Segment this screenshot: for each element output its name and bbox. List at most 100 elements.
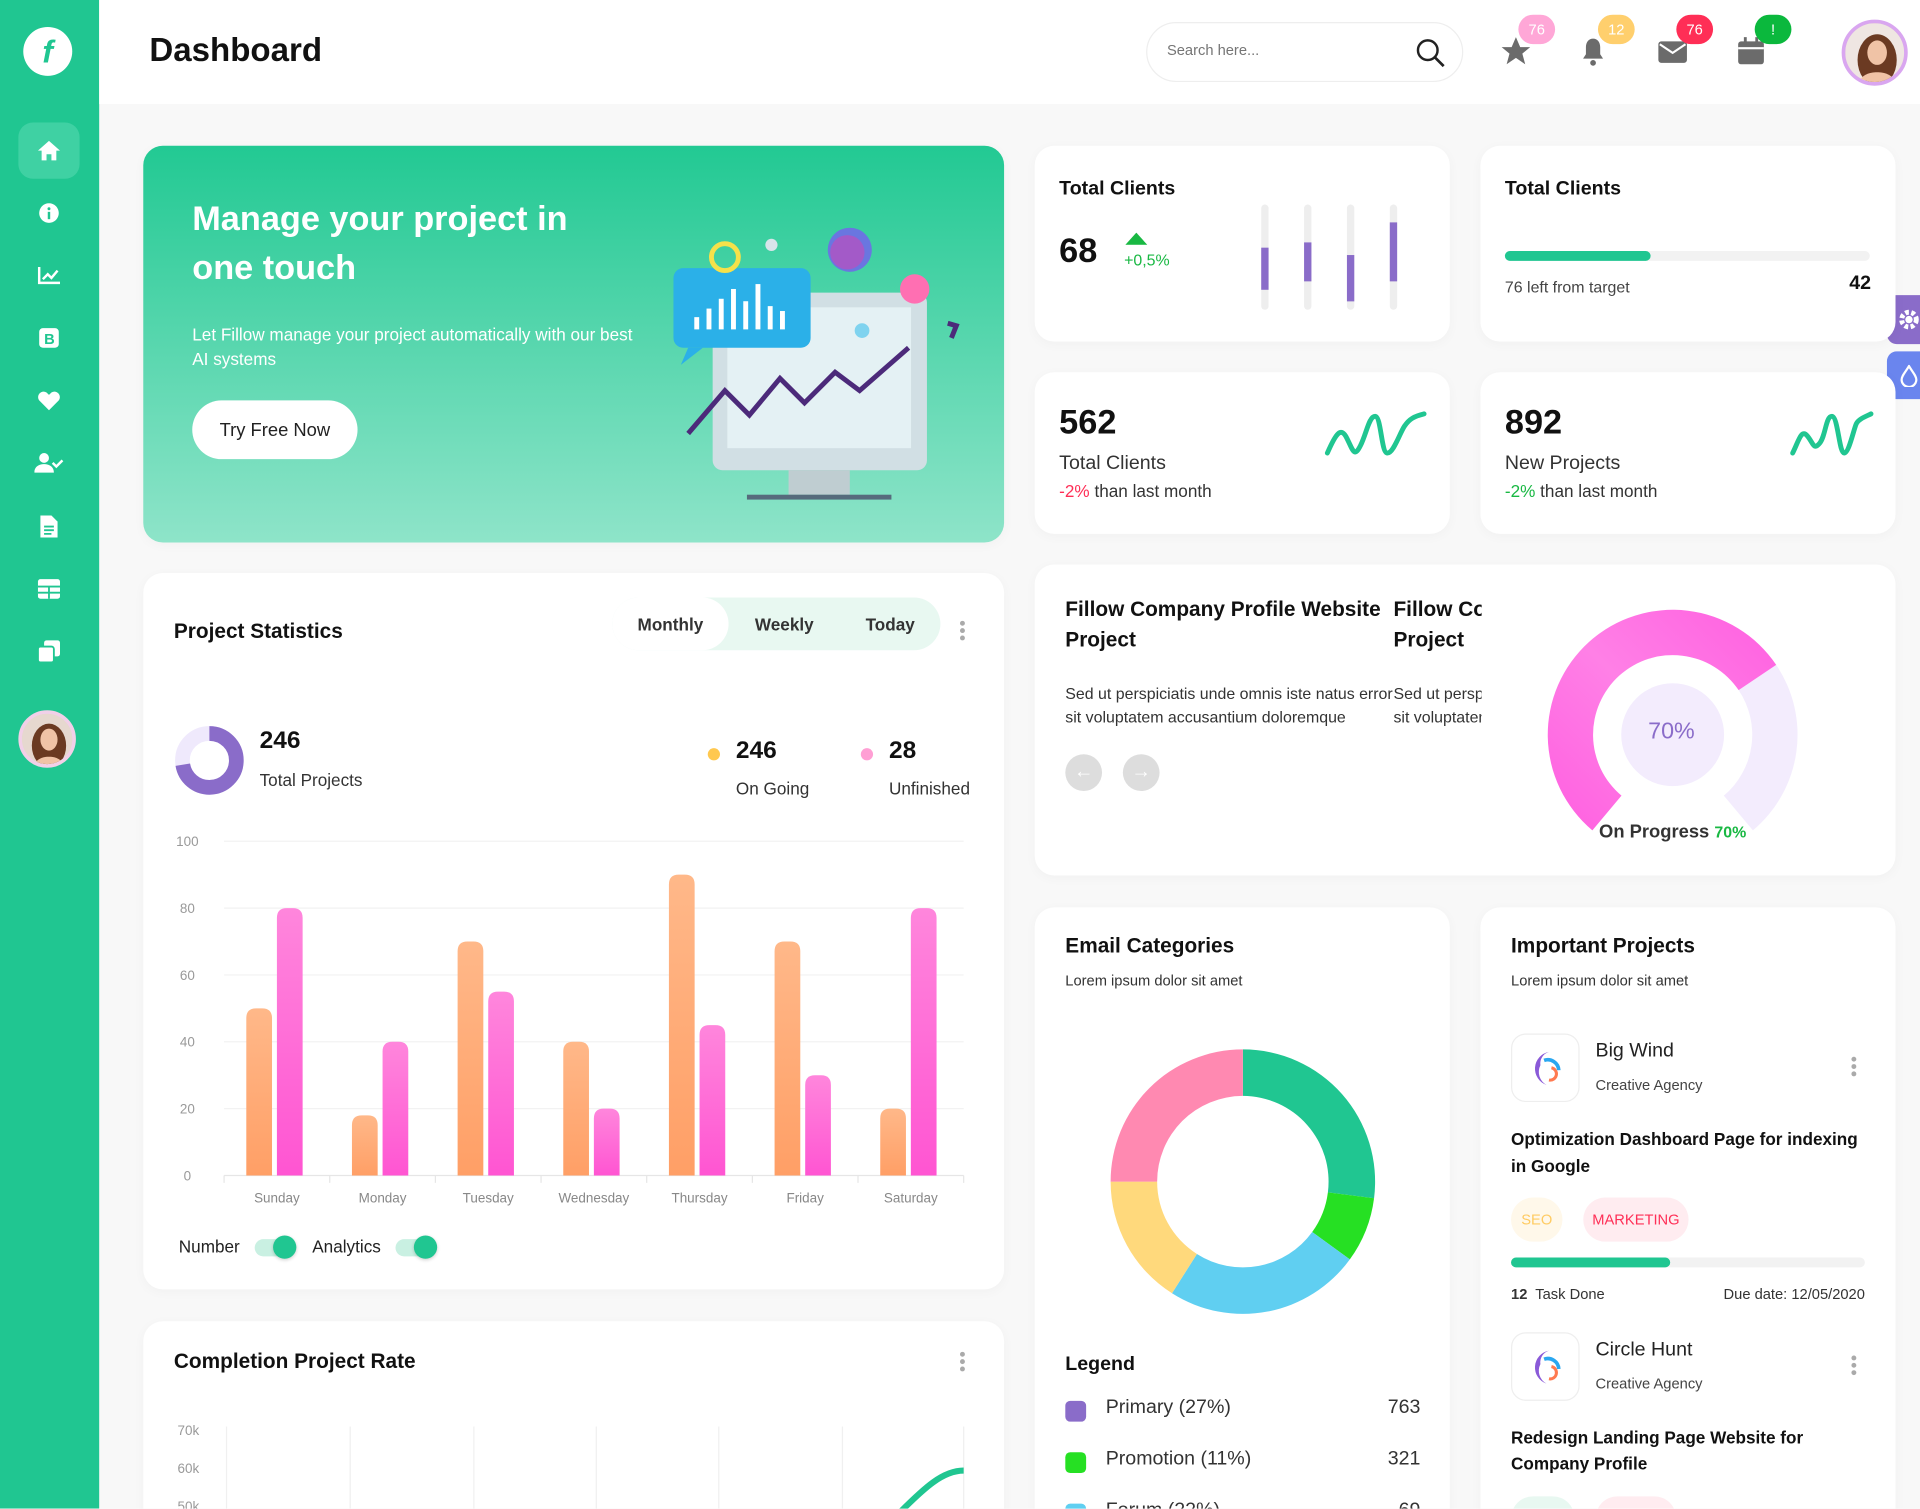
sidebar-item-pages[interactable] <box>18 623 79 679</box>
progress-label-line: On Progress 70% <box>1550 822 1795 843</box>
bar-on-going[interactable] <box>563 1041 589 1176</box>
info-icon <box>39 203 59 223</box>
bar-unfinished[interactable] <box>699 1025 726 1176</box>
donut-segment[interactable] <box>1242 1049 1376 1199</box>
sidebar-item-document[interactable] <box>18 498 79 554</box>
gauge-fill <box>1547 609 1777 831</box>
y-tick: 50k <box>177 1500 200 1509</box>
task-done-label: Task Done <box>1535 1285 1605 1303</box>
analytics-toggle[interactable] <box>395 1235 438 1259</box>
bell-icon[interactable] <box>1576 34 1610 68</box>
donut-segment[interactable] <box>1110 1049 1243 1182</box>
sparkline-icon <box>1790 411 1874 456</box>
try-free-button[interactable]: Try Free Now <box>192 400 358 460</box>
bar-unfinished[interactable] <box>382 1041 409 1176</box>
more-options-icon[interactable] <box>1850 1054 1857 1078</box>
more-options-icon[interactable] <box>959 1349 966 1373</box>
page-title: Dashboard <box>149 31 323 69</box>
clients-value: 68 <box>1059 231 1098 270</box>
stat-label: New Projects <box>1504 453 1621 474</box>
tag-marketing[interactable]: MARKETING <box>1583 1197 1689 1242</box>
notifications-badge: 12 <box>1597 14 1635 45</box>
due-date: Due date: 12/05/2020 <box>1723 1285 1865 1303</box>
donut-segment[interactable] <box>1312 1192 1375 1260</box>
favorites-badge: 76 <box>1518 14 1556 45</box>
legend-label: Primary (27%) <box>1105 1397 1231 1418</box>
sidebar-item-table[interactable] <box>18 561 79 617</box>
slide-title: Fillow Company Profile Website Project <box>1393 597 1481 652</box>
section-subtitle: Lorem ipsum dolor sit amet <box>1511 972 1689 990</box>
bar-on-going[interactable] <box>457 941 484 1176</box>
bar-on-going[interactable] <box>774 941 801 1176</box>
sidebar-item-favorites[interactable] <box>18 372 79 428</box>
project-task: Optimization Dashboard Page for indexing… <box>1511 1128 1858 1176</box>
bar-unfinished[interactable] <box>488 991 514 1176</box>
more-options-icon[interactable] <box>1850 1353 1857 1377</box>
section-title: Email Categories <box>1065 934 1235 958</box>
sidebar-avatar[interactable] <box>18 710 76 768</box>
bar-on-going[interactable] <box>880 1108 906 1176</box>
total-clients-card: Total Clients 68 +0,5% <box>1034 145 1450 342</box>
banner-text: Let Fillow manage your project automatic… <box>192 324 633 369</box>
sidebar-item-users[interactable] <box>18 435 79 491</box>
stat-label: Total Clients <box>1059 453 1166 474</box>
mini-bar <box>1346 255 1355 302</box>
search-icon[interactable] <box>1414 37 1446 69</box>
slide-text: Sed ut perspiciatis unde omnis iste natu… <box>1393 684 1481 727</box>
tag[interactable] <box>1595 1496 1677 1509</box>
bar-unfinished[interactable] <box>910 908 937 1176</box>
bar-unfinished[interactable] <box>276 908 303 1176</box>
promo-banner: Manage your project in one touch Let Fil… <box>143 145 1005 543</box>
search-input[interactable] <box>1166 41 1400 59</box>
slider-viewport: Fillow Company Profile Website Project S… <box>1065 594 1481 765</box>
prev-arrow-icon[interactable]: ← <box>1065 754 1103 792</box>
gauge-remaining <box>1723 664 1798 831</box>
bootstrap-icon: B <box>39 328 59 348</box>
tab-weekly[interactable]: Weekly <box>754 614 814 634</box>
legend-title: Legend <box>1065 1354 1135 1376</box>
tag-seo[interactable]: SEO <box>1511 1197 1563 1242</box>
progress-gauge <box>1547 609 1798 831</box>
tab-monthly[interactable]: Monthly <box>612 597 729 651</box>
total-projects-label: Total Projects <box>259 770 363 790</box>
x-tick-label: Friday <box>786 1190 824 1205</box>
sidebar-item-bootstrap[interactable]: B <box>18 310 79 366</box>
mini-bar <box>1389 222 1398 282</box>
mail-icon[interactable] <box>1656 34 1690 68</box>
number-toggle[interactable] <box>254 1235 297 1259</box>
search-box <box>1146 22 1464 83</box>
sidebar-item-analytics[interactable] <box>18 247 79 303</box>
project-name[interactable]: Big Wind <box>1595 1040 1674 1062</box>
project-name[interactable]: Circle Hunt <box>1595 1339 1693 1361</box>
completion-rate-card <box>143 1321 1005 1509</box>
bar-unfinished[interactable] <box>805 1075 831 1176</box>
sidebar-item-home[interactable] <box>18 122 80 179</box>
x-tick-label: Sunday <box>254 1190 300 1205</box>
logo-icon[interactable]: f <box>23 26 73 76</box>
donut-segment[interactable] <box>1110 1181 1197 1294</box>
legend-item: Promotion (11%) 321 <box>1065 1449 1420 1478</box>
user-avatar[interactable] <box>1841 19 1908 86</box>
target-progress <box>1504 251 1870 261</box>
stat-suffix: than last month <box>1094 481 1212 501</box>
big-wind-logo-icon <box>1534 1051 1561 1085</box>
stat-change-line: -2% than last month <box>1059 481 1211 501</box>
mini-bar <box>1261 247 1269 290</box>
legend-item: Primary (27%) 763 <box>1065 1397 1420 1426</box>
donut-segment[interactable] <box>1171 1232 1350 1314</box>
bar-on-going[interactable] <box>351 1115 378 1176</box>
bar-on-going[interactable] <box>668 874 695 1176</box>
bar-unfinished[interactable] <box>593 1108 620 1176</box>
email-donut-chart <box>1110 1049 1376 1314</box>
bar-on-going[interactable] <box>246 1008 273 1176</box>
company-logo <box>1511 1033 1580 1103</box>
next-arrow-icon[interactable]: → <box>1122 754 1160 792</box>
calendar-icon[interactable] <box>1734 34 1768 68</box>
tag[interactable] <box>1511 1496 1575 1509</box>
sidebar-item-info[interactable] <box>18 185 79 241</box>
tab-today[interactable]: Today <box>865 614 915 634</box>
ongoing-label: On Going <box>735 778 810 799</box>
more-options-icon[interactable] <box>959 618 966 642</box>
completion-line <box>899 1467 964 1509</box>
star-icon[interactable] <box>1499 34 1533 68</box>
